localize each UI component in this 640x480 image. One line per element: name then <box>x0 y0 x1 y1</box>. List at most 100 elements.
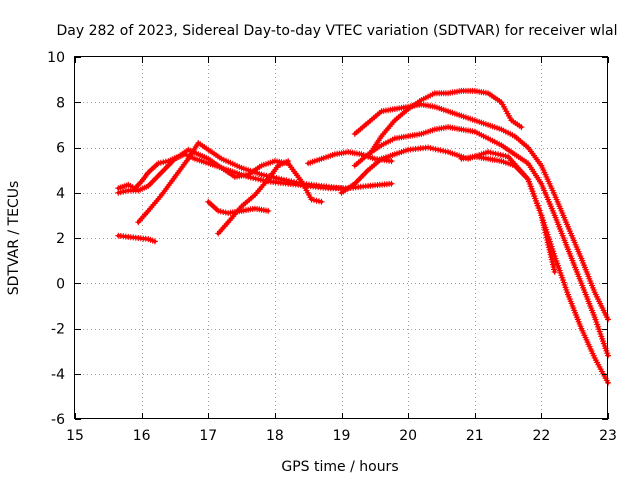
data-point <box>393 136 397 140</box>
data-point <box>433 105 437 109</box>
data-point <box>513 164 517 168</box>
x-tick-label: 19 <box>333 428 351 444</box>
data-point <box>333 152 337 156</box>
data-point <box>193 157 197 161</box>
y-tick-label: 6 <box>56 141 65 157</box>
x-tick-labels: 15 16 17 18 19 20 21 22 23 <box>66 428 617 444</box>
data-series <box>115 87 611 386</box>
data-point <box>173 157 177 161</box>
data-point <box>319 184 324 188</box>
x-tick-label: 23 <box>599 428 617 444</box>
data-point <box>379 157 384 161</box>
data-point <box>526 161 530 165</box>
data-point <box>593 315 597 319</box>
series-arc-1 <box>115 232 158 245</box>
data-point <box>379 134 384 138</box>
data-point <box>566 293 570 297</box>
data-point <box>196 141 200 145</box>
data-point <box>140 179 144 183</box>
data-point <box>216 231 220 236</box>
data-point <box>593 356 597 360</box>
data-point <box>446 150 450 154</box>
data-point <box>393 107 397 111</box>
data-point <box>339 191 344 195</box>
series-markers <box>338 144 611 386</box>
data-point <box>116 234 120 238</box>
data-point <box>566 225 570 229</box>
grid-lines <box>75 57 608 419</box>
data-point <box>499 127 503 131</box>
data-point <box>389 182 394 186</box>
data-point <box>539 213 544 217</box>
data-point <box>526 145 530 150</box>
data-point <box>486 136 490 140</box>
data-point <box>406 148 410 152</box>
data-point <box>366 168 370 172</box>
data-point <box>260 173 264 177</box>
data-point <box>499 159 503 163</box>
series-arc-8 <box>338 144 611 386</box>
data-point <box>186 148 190 152</box>
data-point <box>339 186 344 190</box>
data-point <box>486 91 490 95</box>
y-tick-labels: -6 -4 -2 0 2 4 6 8 10 <box>47 50 65 428</box>
data-point <box>116 186 120 190</box>
series-arc-10 <box>351 101 611 323</box>
chart-title: Day 282 of 2023, Sidereal Day-to-day VTE… <box>56 23 617 39</box>
data-point <box>233 175 237 179</box>
y-tick-label: 10 <box>47 50 65 66</box>
x-tick-label: 22 <box>532 428 550 444</box>
y-tick-label: 0 <box>56 276 65 292</box>
data-point <box>373 157 377 161</box>
data-point <box>446 125 450 129</box>
data-point <box>486 157 490 161</box>
data-point <box>183 152 187 156</box>
plot-frame <box>74 56 608 419</box>
data-point <box>473 118 477 122</box>
data-point <box>579 256 584 260</box>
data-point <box>419 98 423 102</box>
data-point <box>366 184 370 188</box>
data-point <box>419 132 423 136</box>
data-point <box>553 193 557 197</box>
data-point <box>446 91 450 95</box>
x-tick-label: 18 <box>266 428 284 444</box>
data-point <box>553 213 557 217</box>
data-point <box>473 155 477 159</box>
y-tick-label: -2 <box>51 322 65 338</box>
data-point <box>126 235 130 239</box>
data-point <box>459 89 463 93</box>
data-point <box>359 152 364 156</box>
data-point <box>513 152 517 156</box>
data-point <box>509 118 513 122</box>
data-point <box>196 152 200 156</box>
series-arc-6 <box>215 158 292 237</box>
data-point <box>160 193 164 197</box>
data-point <box>116 191 120 195</box>
y-tick-label: -6 <box>51 412 65 428</box>
x-tick-label: 15 <box>66 428 84 444</box>
data-point <box>273 159 277 163</box>
data-point <box>446 109 450 113</box>
data-point <box>146 170 150 174</box>
data-point <box>173 175 177 179</box>
data-point <box>306 161 310 165</box>
data-point <box>220 157 224 161</box>
data-point <box>473 89 477 93</box>
data-point <box>146 237 150 241</box>
data-point <box>353 164 357 168</box>
data-point <box>366 121 370 125</box>
data-point <box>486 150 490 154</box>
data-point <box>353 182 357 186</box>
data-point <box>226 211 230 215</box>
data-point <box>393 152 397 156</box>
data-point <box>353 132 357 136</box>
series-arc-4 <box>135 140 345 226</box>
data-point <box>499 143 503 147</box>
data-point <box>266 177 270 181</box>
data-point <box>459 114 463 118</box>
data-point <box>136 220 140 224</box>
data-point <box>276 164 280 168</box>
data-point <box>539 182 544 186</box>
